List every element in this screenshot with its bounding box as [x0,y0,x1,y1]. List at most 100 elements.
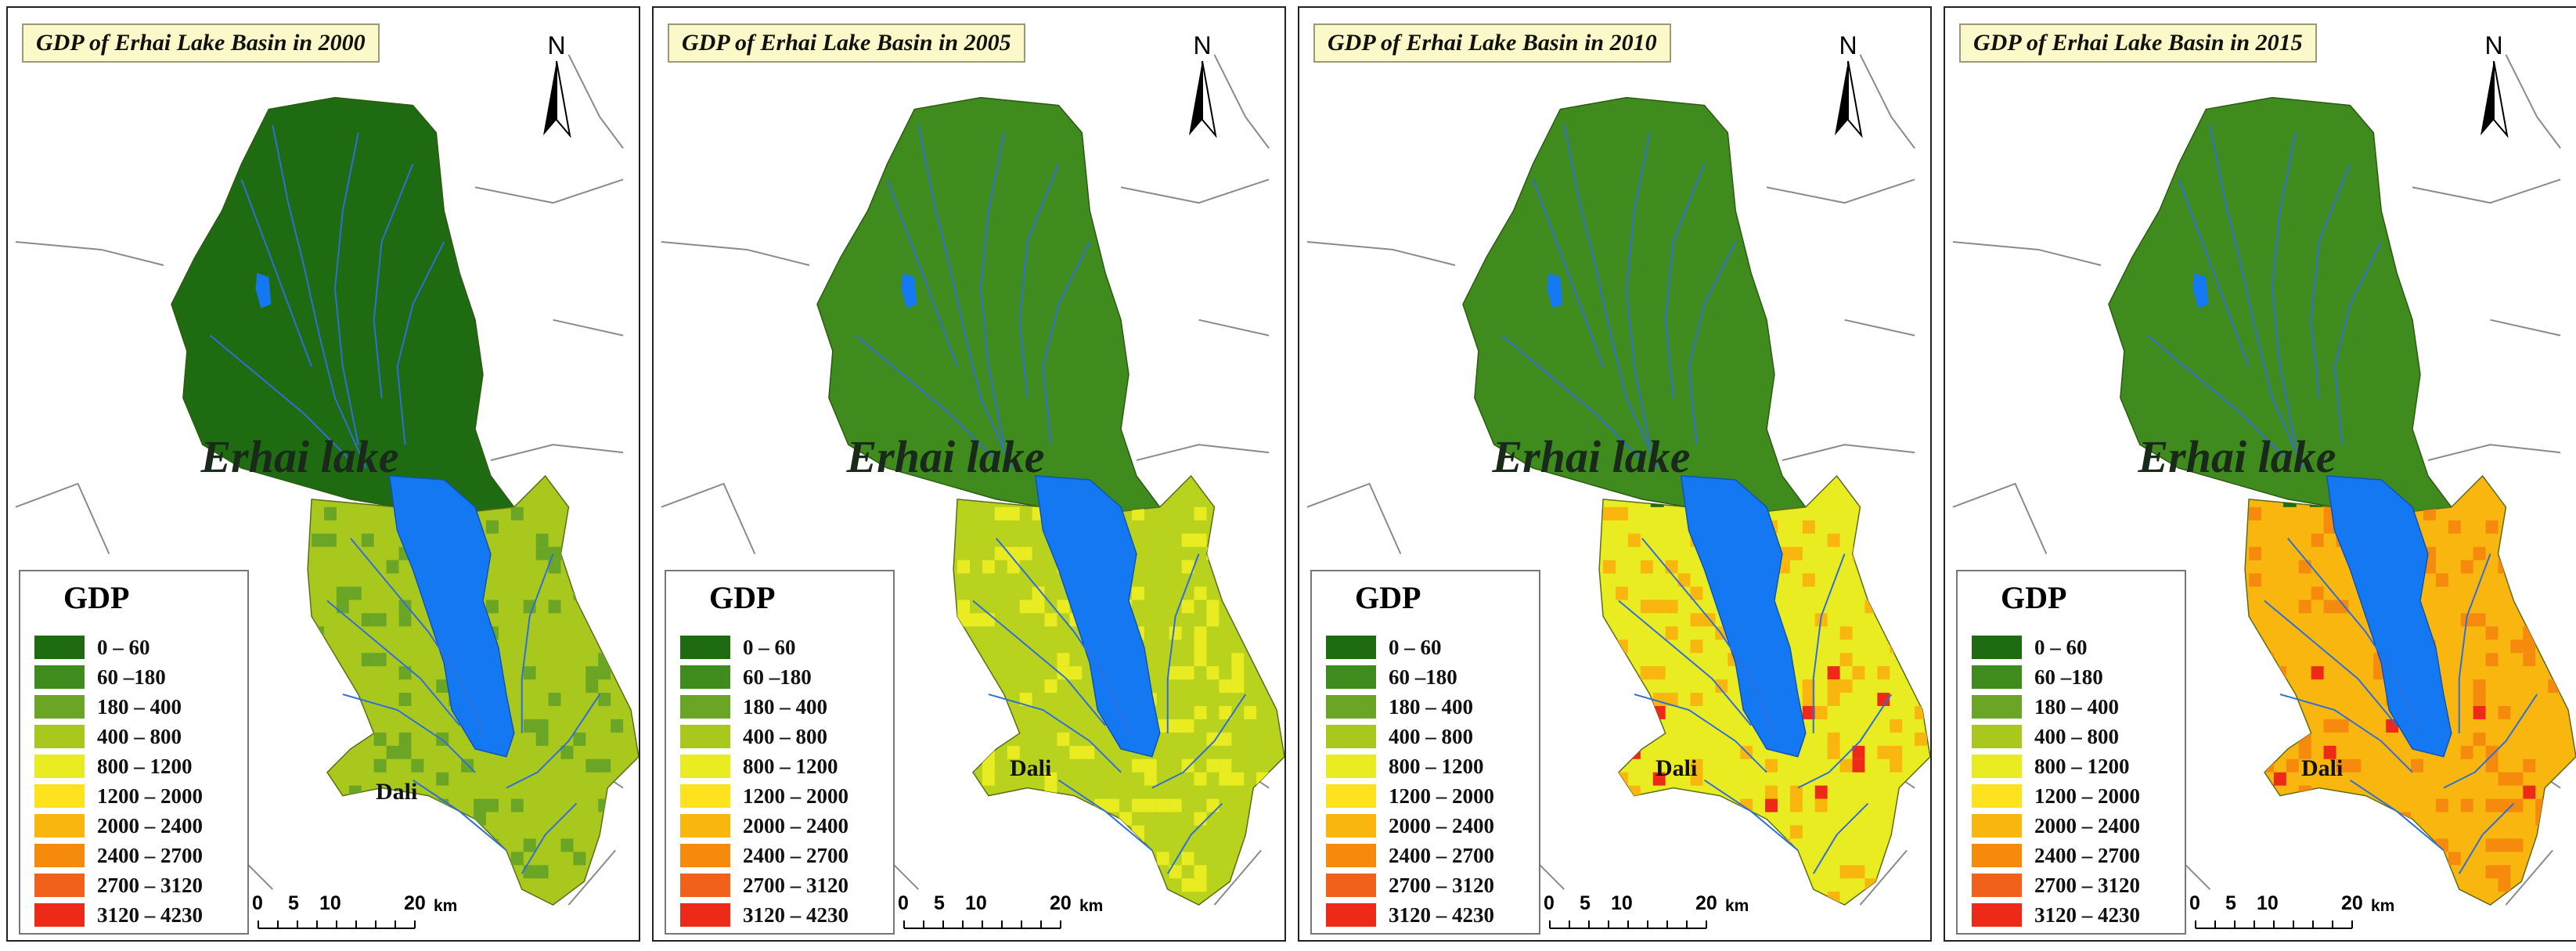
legend-label: 180 – 400 [97,694,182,719]
legend-label: 800 – 1200 [743,754,838,778]
north-lake-shape [901,272,917,308]
legend-swatch [1972,844,2022,867]
legend-label: 800 – 1200 [97,754,193,778]
legend-swatch [1326,636,1376,659]
legend-label: 3120 – 4230 [97,902,203,927]
county-boundary-line [2412,178,2561,204]
map-panel-2: GDP of Erhai Lake Basin in 2005 N Erhai … [652,6,1286,942]
legend-swatch [1972,903,2022,927]
river-line [272,124,367,469]
legend-swatch [34,755,85,778]
legend-swatch [1326,755,1376,778]
river-line [1057,779,1153,852]
river-line [2178,178,2250,367]
river-line [350,538,484,734]
legend-swatch [1972,695,2022,719]
legend-item: 2700 – 3120 [680,870,848,900]
erhai-lake-shape [388,475,515,758]
city-label-dali: Dali [2301,755,2344,781]
legend-item: 400 – 800 [680,722,848,751]
scale-tick-label: 10 [2257,892,2279,914]
river-line [917,124,1013,469]
legend-item: 3120 – 4230 [1326,900,1494,930]
legend-item: 180 – 400 [1326,692,1494,722]
river-line [1563,124,1659,469]
legend-swatch [680,725,730,748]
legend-label: 800 – 1200 [2034,754,2130,778]
legend-item: 180 – 400 [34,692,203,722]
legend-item: 0 – 60 [680,632,848,662]
legend-label: 2400 – 2700 [1389,843,1494,867]
county-boundary-line [1766,178,1915,204]
legend: GDP 0 – 60 60 –180 180 – 400 400 – 800 800 –… [19,570,249,935]
county-boundary-line [1952,241,2102,266]
legend-item: 1200 – 2000 [680,781,848,811]
legend-item: 2400 – 2700 [1972,841,2140,870]
scale-ticks: 0 5 10 20 [252,892,445,917]
lake-label: Erhai lake [8,430,639,483]
legend-list: 0 – 60 60 –180 180 – 400 400 – 800 800 – 120… [1972,632,2140,930]
county-boundary-line [1198,319,1270,337]
map-title: GDP of Erhai Lake Basin in 2000 [22,23,380,63]
legend-item: 400 – 800 [1972,722,2140,751]
scale-ticks: 0 5 10 20 [2189,892,2382,917]
legend-item: 180 – 400 [1972,692,2140,722]
legend-swatch [680,755,730,778]
legend-swatch [680,636,730,659]
north-arrow-label: N [1193,31,1212,59]
river-line [886,178,959,367]
river-line [972,600,1106,726]
scale-tick-label: 5 [1580,892,1591,914]
legend-label: 2700 – 3120 [97,873,203,897]
map-canvas [1952,54,2576,906]
river-line [2209,124,2304,469]
river-line [856,334,997,461]
legend-title: GDP [2001,580,2067,615]
map-panel-3: GDP of Erhai Lake Basin in 2010 N Erhai … [1298,6,1932,942]
river-line [412,779,507,852]
river-line [210,334,351,461]
legend-item: 2000 – 2400 [1326,811,1494,841]
north-lake-shape [255,272,272,308]
river-line [979,132,1005,445]
legend-swatch [1326,844,1376,867]
legend-list: 0 – 60 60 –180 180 – 400 400 – 800 800 – 120… [34,632,203,930]
north-arrow-icon [1835,61,1863,139]
scale-unit: km [1079,897,1104,915]
legend-swatch [34,844,85,867]
legend-item: 400 – 800 [1326,722,1494,751]
river-line [373,163,414,398]
county-boundary-line [1782,444,1915,462]
county-boundary-line [1213,54,1270,149]
scale-unit: km [2371,897,2395,915]
legend-item: 2700 – 3120 [34,870,203,900]
legend-swatch [1326,874,1376,897]
legend-swatch [1326,784,1376,808]
legend-item: 2400 – 2700 [680,841,848,870]
river-line [2147,334,2289,461]
legend-title: GDP [1355,580,1421,615]
scale-bar: 0 5 10 20 km [898,892,1103,939]
north-arrow-icon [1189,61,1217,139]
legend-item: 1200 – 2000 [34,781,203,811]
legend-swatch [1326,725,1376,748]
city-label-dali: Dali [376,779,418,805]
legend-swatch [34,665,85,689]
lake-label: Erhai lake [1299,430,1930,483]
legend-item: 180 – 400 [680,692,848,722]
legend-item: 0 – 60 [34,632,203,662]
scale-tick-label: 0 [1544,892,1555,914]
legend-item: 1200 – 2000 [1326,781,1494,811]
erhai-lake-shape [2326,475,2452,758]
legend-title: GDP [709,580,776,615]
north-arrow-label: N [1839,31,1857,59]
river-line [1812,553,1846,733]
county-boundary-line [1120,178,1270,204]
legend-label: 3120 – 4230 [1389,902,1494,927]
scale-unit: km [1725,897,1749,915]
legend-item: 60 –180 [1972,662,2140,692]
legend-swatch [34,903,85,927]
north-arrow-icon [543,61,571,139]
map-title: GDP of Erhai Lake Basin in 2015 [1959,23,2317,63]
river-line [1641,538,1775,734]
